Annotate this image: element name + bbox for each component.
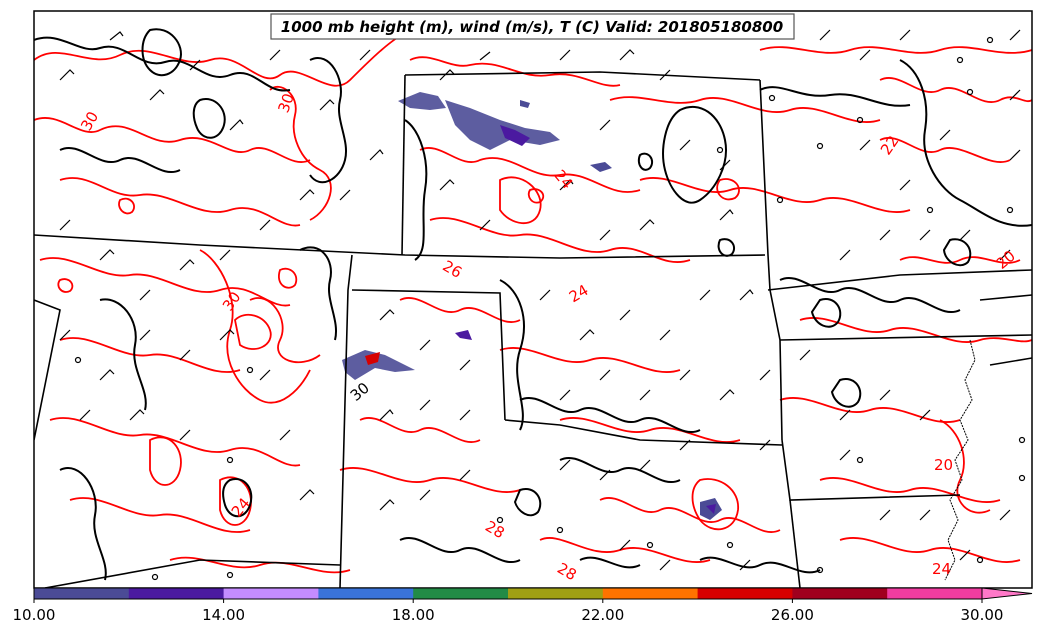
river-line <box>944 339 976 581</box>
colorbar-segment <box>34 588 130 599</box>
contour-label: 20 <box>934 456 953 474</box>
colorbar-tick-label: 18.00 <box>392 606 435 624</box>
state-boundaries <box>34 71 1032 588</box>
colorbar-segment <box>128 588 225 599</box>
colorbar-frame <box>33 587 983 600</box>
wind-speed-shading <box>342 92 722 520</box>
map-title: 1000 mb height (m), wind (m/s), T (C) Va… <box>270 13 795 40</box>
colorbar-tick-label: 26.00 <box>771 606 814 624</box>
colorbar-tick-label: 10.00 <box>13 606 56 624</box>
colorbar-segment <box>887 588 983 599</box>
colorbar-segment <box>602 588 699 599</box>
colorbar-segment <box>318 588 414 599</box>
temperature-contours <box>34 29 1032 574</box>
colorbar-ticks: 10.00 14.00 18.00 22.00 26.00 30.00 <box>13 599 1004 624</box>
colorbar-segment <box>697 588 793 599</box>
colorbar-extension <box>981 587 1033 600</box>
calm-wind-markers <box>74 36 1026 581</box>
colorbar-tick-label: 22.00 <box>581 606 624 624</box>
colorbar-segment <box>223 588 319 599</box>
colorbar-segment <box>792 588 888 599</box>
colorbar-tick-label: 30.00 <box>961 606 1004 624</box>
colorbar-tick-label: 14.00 <box>202 606 245 624</box>
contour-label: 30 <box>274 91 297 115</box>
colorbar-segment <box>508 588 604 599</box>
colorbar <box>33 587 1033 600</box>
contour-label: 24 <box>932 560 951 578</box>
title-text: 1000 mb height (m), wind (m/s), T (C) Va… <box>281 18 783 36</box>
wind-barbs <box>59 29 1021 571</box>
colorbar-segment <box>413 588 509 599</box>
